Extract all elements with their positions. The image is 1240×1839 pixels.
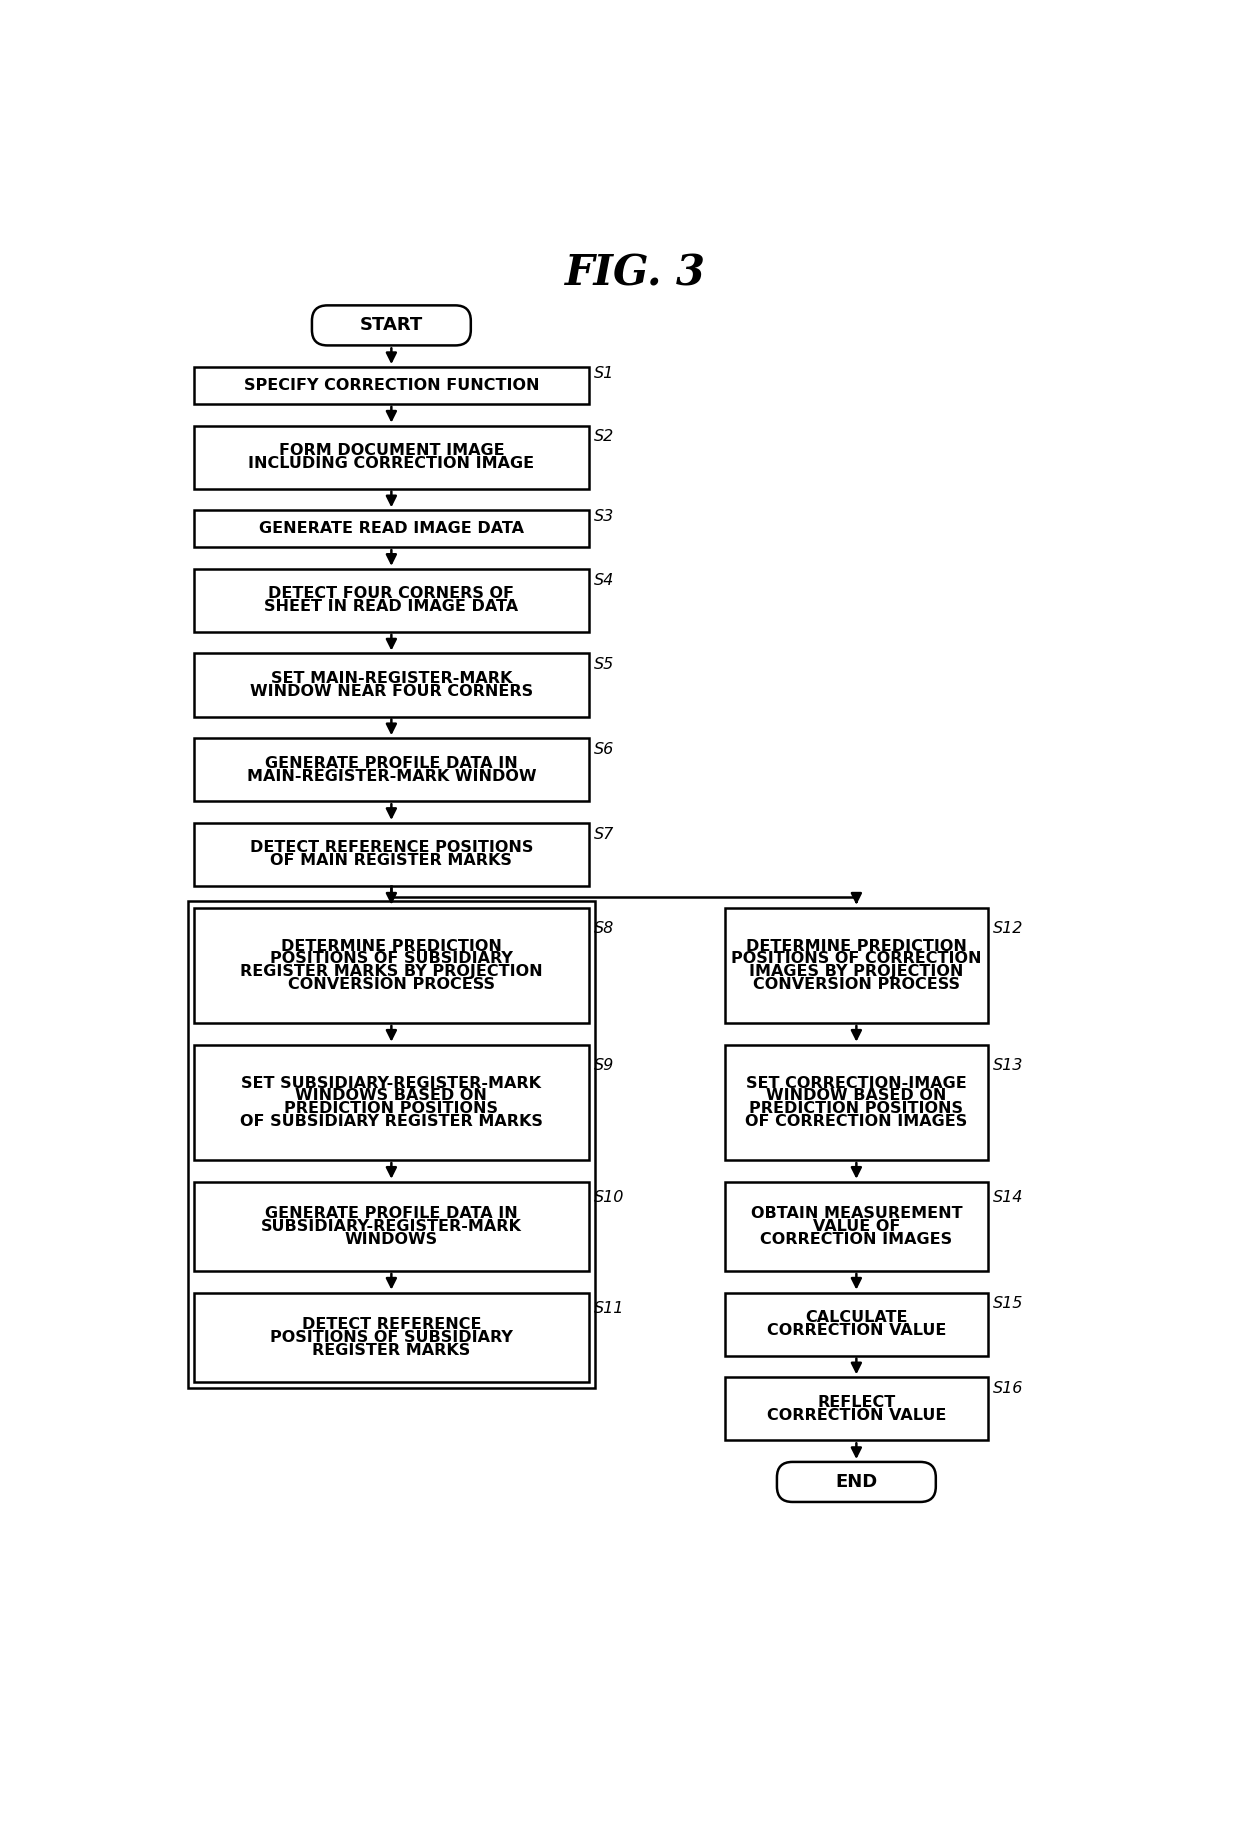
- Text: DETERMINE PREDICTION: DETERMINE PREDICTION: [281, 938, 502, 953]
- Text: S14: S14: [993, 1190, 1023, 1205]
- Text: S4: S4: [594, 572, 614, 588]
- Text: GENERATE READ IMAGE DATA: GENERATE READ IMAGE DATA: [259, 520, 523, 537]
- Text: S1: S1: [594, 366, 614, 381]
- Text: CALCULATE: CALCULATE: [805, 1309, 908, 1326]
- Bar: [193, 1293, 589, 1381]
- Text: SET MAIN-REGISTER-MARK: SET MAIN-REGISTER-MARK: [270, 671, 512, 686]
- Text: WINDOWS: WINDOWS: [345, 1232, 438, 1247]
- Bar: [193, 907, 589, 1022]
- Text: FORM DOCUMENT IMAGE: FORM DOCUMENT IMAGE: [279, 443, 505, 458]
- Text: OF MAIN REGISTER MARKS: OF MAIN REGISTER MARKS: [270, 853, 512, 868]
- Text: REGISTER MARKS BY PROJECTION: REGISTER MARKS BY PROJECTION: [241, 964, 543, 978]
- Text: WINDOW BASED ON: WINDOW BASED ON: [766, 1089, 946, 1103]
- Text: MAIN-REGISTER-MARK WINDOW: MAIN-REGISTER-MARK WINDOW: [247, 769, 536, 783]
- Bar: [724, 1377, 988, 1440]
- Text: DETECT FOUR CORNERS OF: DETECT FOUR CORNERS OF: [268, 587, 515, 601]
- Text: WINDOW NEAR FOUR CORNERS: WINDOW NEAR FOUR CORNERS: [249, 684, 533, 699]
- Text: OBTAIN MEASUREMENT: OBTAIN MEASUREMENT: [750, 1206, 962, 1221]
- Text: DETECT REFERENCE POSITIONS: DETECT REFERENCE POSITIONS: [249, 840, 533, 855]
- Text: CORRECTION VALUE: CORRECTION VALUE: [766, 1322, 946, 1339]
- Bar: [724, 1293, 988, 1355]
- Text: CORRECTION VALUE: CORRECTION VALUE: [766, 1407, 946, 1423]
- Bar: [724, 1045, 988, 1160]
- Text: IMAGES BY PROJECTION: IMAGES BY PROJECTION: [749, 964, 963, 978]
- Bar: [193, 737, 589, 802]
- Text: S11: S11: [594, 1302, 624, 1317]
- Text: START: START: [360, 316, 423, 335]
- FancyBboxPatch shape: [312, 305, 471, 346]
- Text: WINDOWS BASED ON: WINDOWS BASED ON: [295, 1089, 487, 1103]
- Text: S5: S5: [594, 657, 614, 673]
- Bar: [193, 368, 589, 405]
- Text: POSITIONS OF CORRECTION: POSITIONS OF CORRECTION: [732, 951, 982, 965]
- Text: SHEET IN READ IMAGE DATA: SHEET IN READ IMAGE DATA: [264, 600, 518, 614]
- Text: S10: S10: [594, 1190, 624, 1205]
- Text: SPECIFY CORRECTION FUNCTION: SPECIFY CORRECTION FUNCTION: [243, 379, 539, 394]
- Text: OF CORRECTION IMAGES: OF CORRECTION IMAGES: [745, 1114, 967, 1129]
- Text: GENERATE PROFILE DATA IN: GENERATE PROFILE DATA IN: [265, 756, 518, 771]
- Text: FIG. 3: FIG. 3: [565, 252, 706, 294]
- Text: PREDICTION POSITIONS: PREDICTION POSITIONS: [749, 1102, 963, 1116]
- Text: REGISTER MARKS: REGISTER MARKS: [312, 1342, 470, 1357]
- Text: POSITIONS OF SUBSIDIARY: POSITIONS OF SUBSIDIARY: [270, 1330, 513, 1344]
- Text: SET CORRECTION-IMAGE: SET CORRECTION-IMAGE: [746, 1076, 967, 1091]
- Text: S13: S13: [993, 1057, 1023, 1072]
- Bar: [193, 509, 589, 548]
- Text: REFLECT: REFLECT: [817, 1394, 895, 1411]
- Text: CONVERSION PROCESS: CONVERSION PROCESS: [288, 977, 495, 991]
- Bar: [193, 822, 589, 886]
- FancyBboxPatch shape: [777, 1462, 936, 1502]
- Text: CONVERSION PROCESS: CONVERSION PROCESS: [753, 977, 960, 991]
- Text: INCLUDING CORRECTION IMAGE: INCLUDING CORRECTION IMAGE: [248, 456, 534, 471]
- Text: S16: S16: [993, 1381, 1023, 1396]
- Text: PREDICTION POSITIONS: PREDICTION POSITIONS: [284, 1102, 498, 1116]
- Text: DETERMINE PREDICTION: DETERMINE PREDICTION: [746, 938, 967, 953]
- Text: S12: S12: [993, 921, 1023, 936]
- Bar: [724, 1182, 988, 1271]
- Text: S9: S9: [594, 1057, 614, 1072]
- Text: OF SUBSIDIARY REGISTER MARKS: OF SUBSIDIARY REGISTER MARKS: [239, 1114, 543, 1129]
- Bar: [193, 1182, 589, 1271]
- Text: END: END: [836, 1473, 878, 1491]
- Text: SET SUBSIDIARY-REGISTER-MARK: SET SUBSIDIARY-REGISTER-MARK: [242, 1076, 542, 1091]
- Text: S6: S6: [594, 741, 614, 758]
- Bar: [187, 901, 595, 1388]
- Text: GENERATE PROFILE DATA IN: GENERATE PROFILE DATA IN: [265, 1206, 518, 1221]
- Text: S8: S8: [594, 921, 614, 936]
- Text: S2: S2: [594, 428, 614, 445]
- Text: S15: S15: [993, 1296, 1023, 1311]
- Text: S3: S3: [594, 509, 614, 524]
- Text: SUBSIDIARY-REGISTER-MARK: SUBSIDIARY-REGISTER-MARK: [260, 1219, 522, 1234]
- Text: DETECT REFERENCE: DETECT REFERENCE: [301, 1317, 481, 1331]
- Bar: [193, 653, 589, 717]
- Text: VALUE OF: VALUE OF: [812, 1219, 900, 1234]
- Text: CORRECTION IMAGES: CORRECTION IMAGES: [760, 1232, 952, 1247]
- Bar: [724, 907, 988, 1022]
- Bar: [193, 1045, 589, 1160]
- Bar: [193, 568, 589, 633]
- Text: POSITIONS OF SUBSIDIARY: POSITIONS OF SUBSIDIARY: [270, 951, 513, 965]
- Bar: [193, 425, 589, 489]
- Text: S7: S7: [594, 828, 614, 842]
